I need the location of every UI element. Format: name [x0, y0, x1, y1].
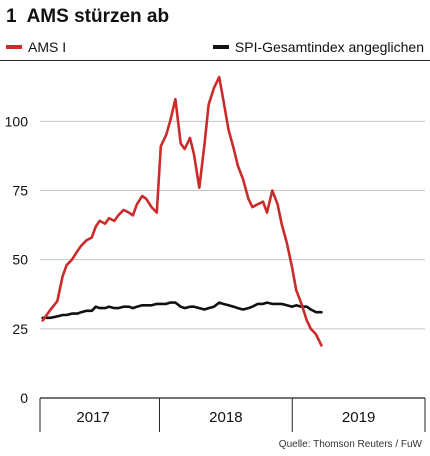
- series-lines: [41, 75, 323, 347]
- x-tick-label-2018: 2018: [209, 409, 242, 426]
- legend-label-spi: SPI-Gesamtindex angeglichen: [234, 39, 424, 55]
- y-tick-label-50: 50: [12, 252, 28, 268]
- series-line-0: [41, 75, 323, 347]
- legend-label-ams: AMS I: [28, 39, 67, 55]
- legend: AMS I SPI-Gesamtindex angeglichen: [0, 37, 430, 61]
- gridlines: [39, 120, 426, 432]
- legend-item-spi: SPI-Gesamtindex angeglichen: [212, 39, 424, 55]
- y-tick-label-75: 75: [12, 183, 28, 199]
- y-tick-label-0: 0: [20, 390, 28, 406]
- y-tick-labels: 0 25 50 75 100: [5, 113, 29, 406]
- chart-title-text: AMS stürzen ab: [26, 6, 170, 27]
- chart-title: 1 AMS stürzen ab: [6, 4, 169, 30]
- line-chart: 0 25 50 75 100 2017 2018 2019: [5, 75, 426, 432]
- source-note: Quelle: Thomson Reuters / FuW: [278, 439, 422, 450]
- x-tick-label-2019: 2019: [342, 409, 375, 426]
- legend-divider: [0, 60, 430, 61]
- legend-swatch-spi: [212, 45, 229, 49]
- x-tick-labels: 2017 2018 2019: [76, 409, 375, 426]
- x-tick-label-2017: 2017: [76, 409, 109, 426]
- legend-swatch-ams: [6, 45, 22, 49]
- chart-number: 1: [6, 6, 17, 27]
- y-tick-label-25: 25: [12, 321, 28, 337]
- series-line-1: [41, 301, 323, 320]
- y-tick-label-100: 100: [5, 113, 29, 129]
- legend-item-ams: AMS I: [6, 39, 66, 55]
